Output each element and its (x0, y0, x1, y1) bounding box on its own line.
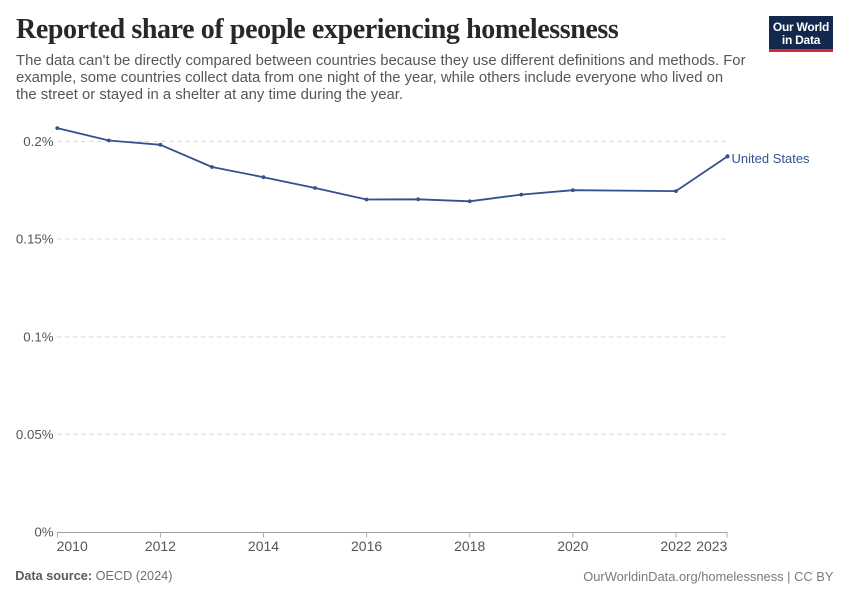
svg-text:2022: 2022 (660, 538, 691, 554)
svg-text:2020: 2020 (557, 538, 588, 554)
svg-text:United States: United States (732, 151, 811, 166)
svg-text:2012: 2012 (145, 538, 176, 554)
svg-text:0.15%: 0.15% (16, 232, 54, 247)
svg-text:2018: 2018 (454, 538, 485, 554)
svg-text:0.2%: 0.2% (23, 134, 53, 149)
svg-text:0.1%: 0.1% (23, 330, 53, 345)
svg-text:2010: 2010 (57, 538, 88, 554)
svg-text:2016: 2016 (351, 538, 382, 554)
svg-text:0.05%: 0.05% (16, 427, 54, 442)
svg-text:2023: 2023 (696, 538, 727, 554)
svg-text:0%: 0% (34, 525, 53, 540)
svg-text:2014: 2014 (248, 538, 279, 554)
